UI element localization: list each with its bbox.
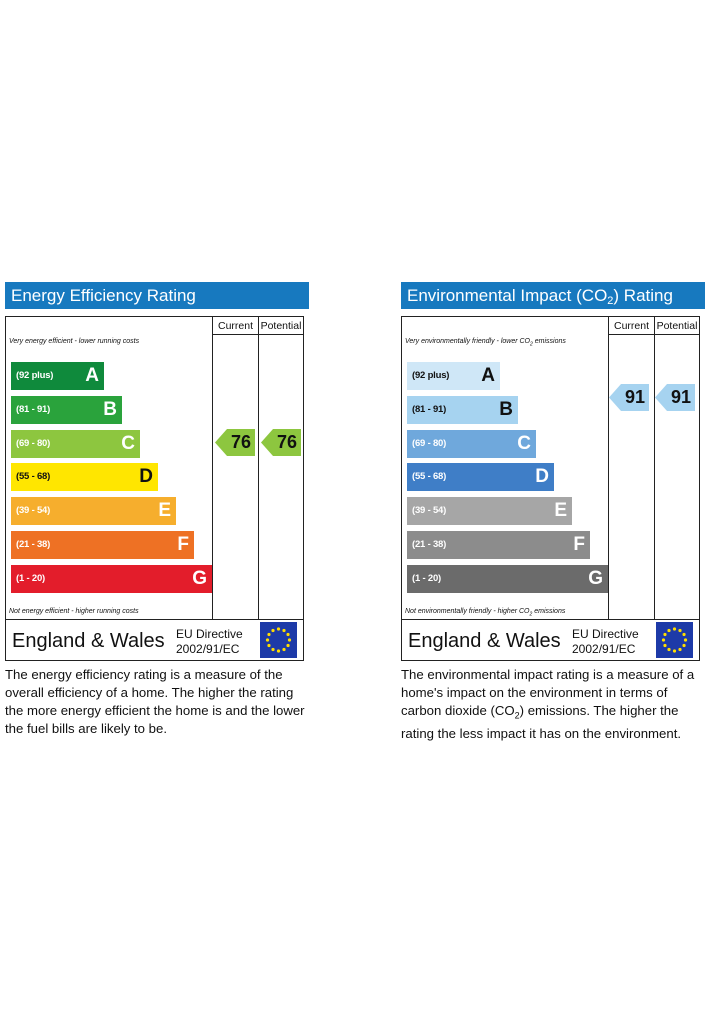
band-f: (21 - 38) F	[11, 531, 194, 559]
energy-title: Energy Efficiency Rating	[5, 282, 309, 309]
energy-description: The energy efficiency rating is a measur…	[5, 667, 305, 736]
eu-directive: EU Directive 2002/91/EC	[572, 627, 639, 657]
environment-chart: Current Potential Very environmentally f…	[401, 316, 700, 661]
divider	[608, 334, 699, 335]
col-potential-header: Potential	[656, 320, 698, 332]
directive-line: EU Directive	[572, 627, 639, 641]
band-letter: E	[158, 500, 171, 521]
region-label: England & Wales	[12, 630, 165, 652]
divider	[608, 317, 609, 619]
band-range: (69 - 80)	[16, 438, 51, 449]
eu-directive: EU Directive 2002/91/EC	[176, 627, 243, 657]
energy-efficiency-panel: Energy Efficiency Rating Current Potenti…	[5, 282, 309, 738]
band-letter: F	[573, 534, 585, 555]
band-d: (55 - 68) D	[407, 463, 554, 491]
band-range: (39 - 54)	[16, 505, 51, 516]
band-range: (92 plus)	[412, 370, 450, 381]
band-d: (55 - 68) D	[11, 463, 158, 491]
band-range: (92 plus)	[16, 370, 54, 381]
potential-rating-arrow: 91	[655, 384, 695, 411]
band-letter: A	[85, 365, 99, 386]
divider	[258, 317, 259, 619]
band-letter: D	[535, 466, 549, 487]
note-text: Very environmentally friendly - lower CO	[405, 338, 531, 345]
band-range: (69 - 80)	[412, 438, 447, 449]
energy-chart: Current Potential Very energy efficient …	[5, 316, 304, 661]
band-f: (21 - 38) F	[407, 531, 590, 559]
environmental-impact-panel: Environmental Impact (CO2) Rating Curren…	[401, 282, 705, 743]
band-letter: B	[499, 399, 513, 420]
band-range: (55 - 68)	[16, 471, 51, 482]
potential-rating-arrow: 76	[261, 429, 301, 456]
bottom-note: Not energy efficient - higher running co…	[9, 608, 139, 615]
band-letter: G	[588, 568, 603, 589]
directive-line: 2002/91/EC	[572, 642, 636, 656]
directive-line: EU Directive	[176, 627, 243, 641]
region-label: England & Wales	[408, 630, 561, 652]
band-a: (92 plus) A	[11, 362, 104, 390]
description-subscript: 2	[514, 710, 520, 721]
band-c: (69 - 80) C	[407, 430, 536, 458]
title-text: Environmental Impact (CO	[407, 286, 608, 305]
current-rating-arrow: 76	[215, 429, 255, 456]
divider	[212, 334, 303, 335]
col-current-header: Current	[613, 320, 649, 332]
top-note: Very environmentally friendly - lower CO…	[405, 338, 566, 347]
band-range: (81 - 91)	[412, 404, 447, 415]
band-letter: A	[481, 365, 495, 386]
band-letter: C	[121, 433, 135, 454]
band-letter: E	[554, 500, 567, 521]
band-letter: D	[139, 466, 153, 487]
environment-description: The environmental impact rating is a mea…	[401, 666, 711, 743]
band-letter: F	[177, 534, 189, 555]
band-range: (1 - 20)	[16, 573, 46, 584]
description-text: The environmental impact rating is a mea…	[401, 667, 695, 718]
note-text: emissions	[532, 608, 566, 615]
current-rating-arrow: 91	[609, 384, 649, 411]
note-text: Not environmentally friendly - higher CO	[405, 608, 530, 615]
band-range: (1 - 20)	[412, 573, 442, 584]
environment-title: Environmental Impact (CO2) Rating	[401, 282, 705, 309]
bottom-note: Not environmentally friendly - higher CO…	[405, 608, 565, 617]
band-letter: B	[103, 399, 117, 420]
band-c: (69 - 80) C	[11, 430, 140, 458]
divider	[654, 317, 655, 619]
band-range: (81 - 91)	[16, 404, 51, 415]
eu-flag-icon	[656, 622, 693, 658]
divider	[212, 317, 213, 619]
band-range: (39 - 54)	[412, 505, 447, 516]
top-note: Very energy efficient - lower running co…	[9, 338, 140, 345]
band-range: (21 - 38)	[16, 539, 51, 550]
band-e: (39 - 54) E	[11, 497, 176, 525]
band-letter: G	[192, 568, 207, 589]
band-letter: C	[517, 433, 531, 454]
title-subscript: 2	[607, 295, 614, 307]
col-potential-header: Potential	[260, 320, 302, 332]
title-text: ) Rating	[613, 286, 673, 305]
band-e: (39 - 54) E	[407, 497, 572, 525]
band-b: (81 - 91) B	[11, 396, 122, 424]
directive-line: 2002/91/EC	[176, 642, 240, 656]
band-range: (21 - 38)	[412, 539, 447, 550]
note-subscript: 2	[529, 611, 533, 618]
note-text: emissions	[532, 338, 566, 345]
band-b: (81 - 91) B	[407, 396, 518, 424]
band-g: (1 - 20) G	[407, 565, 608, 593]
note-subscript: 2	[530, 341, 533, 348]
description-text: ) emissions. The higher the rating the l…	[401, 703, 682, 741]
divider	[6, 619, 303, 620]
band-range: (55 - 68)	[412, 471, 447, 482]
divider	[402, 619, 699, 620]
band-a: (92 plus) A	[407, 362, 500, 390]
band-g: (1 - 20) G	[11, 565, 212, 593]
col-current-header: Current	[217, 320, 253, 332]
eu-flag-icon	[260, 622, 297, 658]
